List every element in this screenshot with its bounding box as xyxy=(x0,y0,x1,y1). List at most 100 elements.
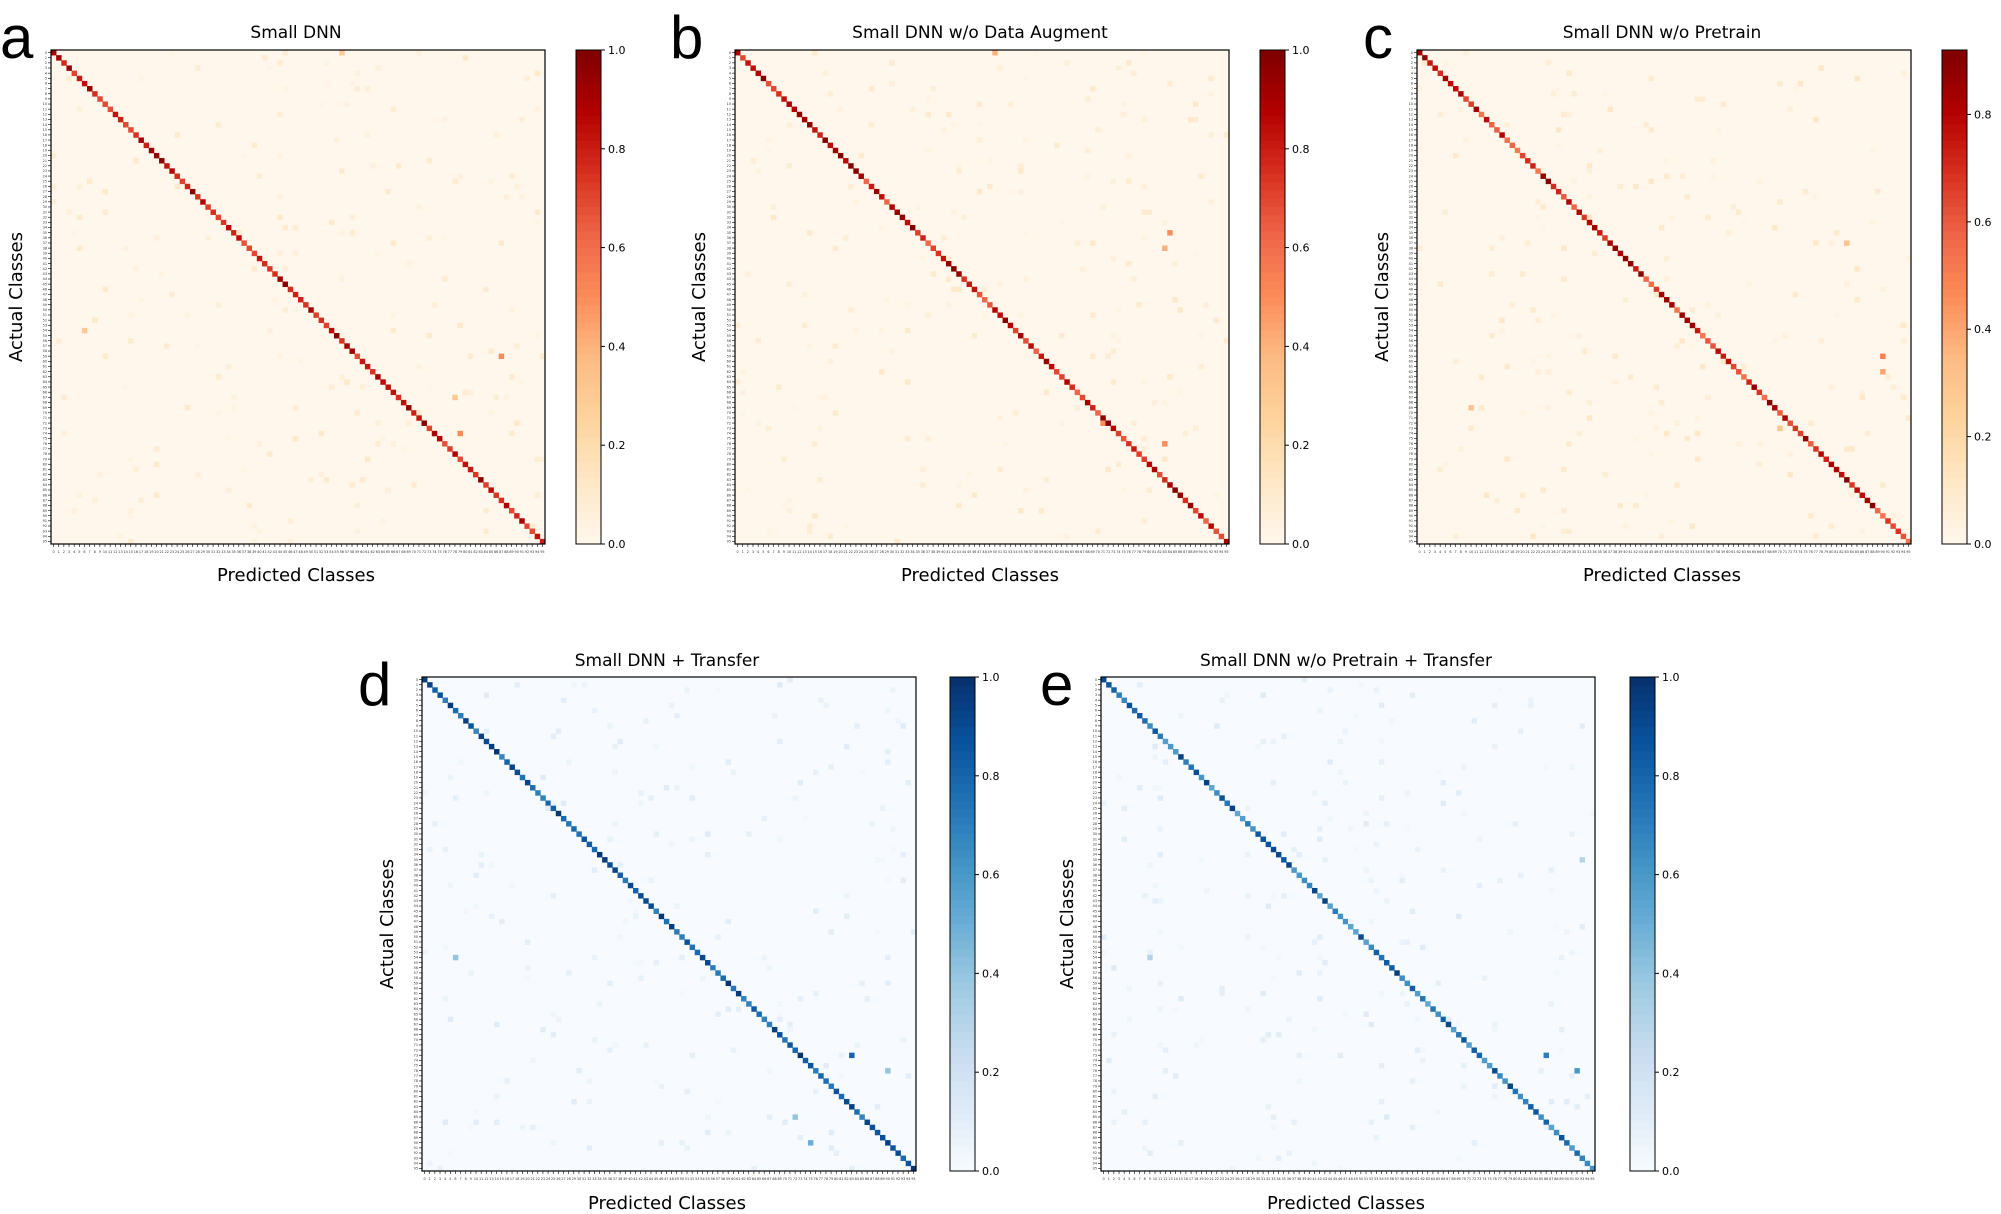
x-tick-label: 46 xyxy=(972,550,976,554)
x-tick-label: 40 xyxy=(628,1177,632,1181)
heatmap-cell xyxy=(1193,1042,1200,1048)
heatmap-cell xyxy=(442,944,449,951)
x-tick-label: 90 xyxy=(515,550,519,554)
heatmap-cell xyxy=(1084,173,1091,179)
heatmap-cell xyxy=(1178,713,1184,719)
y-tick-label: 0 xyxy=(729,51,731,55)
heatmap-cell xyxy=(411,410,417,416)
heatmap-cell xyxy=(1466,1042,1472,1048)
x-tick-label: 35 xyxy=(1598,550,1602,554)
heatmap-cell xyxy=(463,718,469,724)
x-tick-label: 33 xyxy=(905,550,909,554)
heatmap-cell xyxy=(530,785,536,791)
heatmap-cell xyxy=(1111,1032,1117,1038)
heatmap-cell xyxy=(725,1006,732,1012)
heatmap-cell xyxy=(1442,75,1449,82)
x-tick-label: 30 xyxy=(1256,1177,1260,1181)
colorbar-segment xyxy=(1942,519,1967,528)
heatmap-cell xyxy=(1378,954,1385,961)
y-tick-label: 82 xyxy=(414,1100,418,1104)
x-tick-label: 61 xyxy=(365,550,369,554)
heatmap-cell xyxy=(1895,528,1902,535)
heatmap-cell xyxy=(961,214,967,221)
colorbar-segment xyxy=(950,891,975,900)
x-tick-label: 77 xyxy=(1498,1177,1502,1181)
colorbar-segment xyxy=(1630,767,1655,777)
heatmap-cell xyxy=(179,178,186,185)
y-tick-label: 12 xyxy=(1093,740,1097,744)
heatmap-cell xyxy=(1561,276,1567,282)
heatmap-cell xyxy=(138,75,144,82)
heatmap-cell xyxy=(1115,430,1122,437)
colorbar-segment xyxy=(950,1047,975,1057)
y-tick-label: 39 xyxy=(727,251,731,255)
x-tick-label: 41 xyxy=(262,550,266,554)
x-tick-label: 22 xyxy=(849,550,853,554)
x-tick-label: 77 xyxy=(819,1177,823,1181)
y-tick-label: 86 xyxy=(414,1120,418,1124)
heatmap-cell xyxy=(1589,1165,1596,1172)
x-tick-label: 47 xyxy=(1343,1177,1347,1181)
heatmap-cell xyxy=(1453,358,1459,365)
heatmap-cell xyxy=(1489,333,1495,339)
colorbar-segment xyxy=(1630,924,1655,933)
y-tick-label: 84 xyxy=(43,483,47,487)
heatmap-cell xyxy=(1141,235,1147,241)
colorbar-segment xyxy=(576,321,601,331)
heatmap-cell xyxy=(1126,985,1133,992)
heatmap-cell xyxy=(849,1104,855,1110)
heatmap-cell xyxy=(241,152,247,159)
heatmap-cell xyxy=(1156,471,1163,478)
heatmap-cell xyxy=(956,482,962,488)
heatmap-cell xyxy=(1504,363,1510,370)
heatmap-cell xyxy=(256,173,263,179)
y-tick-label: 44 xyxy=(43,277,47,281)
heatmap-cell xyxy=(638,975,644,981)
y-tick-label: 51 xyxy=(1409,313,1413,317)
x-tick-label: 7 xyxy=(1455,550,1457,554)
x-tick-label: 26 xyxy=(185,550,189,554)
y-tick-label: 14 xyxy=(43,123,47,127)
heatmap-cell xyxy=(1669,302,1675,308)
heatmap-cell xyxy=(328,384,335,390)
x-tick-label: 91 xyxy=(1204,550,1208,554)
heatmap-cell xyxy=(1306,882,1313,889)
x-tick-label: 25 xyxy=(180,550,184,554)
y-tick-label: 27 xyxy=(414,817,418,821)
x-tick-label: 2 xyxy=(1113,1177,1115,1181)
heatmap-cell xyxy=(1378,738,1385,745)
x-tick-label: 6 xyxy=(83,550,85,554)
heatmap-cell xyxy=(1473,106,1480,113)
heatmap-cell xyxy=(287,538,294,545)
heatmap-cell xyxy=(416,410,422,416)
heatmap-cell xyxy=(1417,266,1423,272)
colorbar-segment xyxy=(576,124,601,133)
heatmap-cell xyxy=(339,276,345,282)
heatmap-cell xyxy=(1543,1052,1549,1059)
heatmap-cell xyxy=(1260,990,1266,997)
colorbar-segment xyxy=(950,924,975,933)
heatmap-cell xyxy=(627,898,634,904)
heatmap-cell xyxy=(1689,523,1696,529)
heatmap-cell xyxy=(1476,1052,1483,1059)
y-tick-label: 39 xyxy=(414,878,418,882)
heatmap-cell xyxy=(1576,209,1582,215)
colorbar-segment xyxy=(576,305,601,314)
x-tick-label: 55 xyxy=(705,1177,709,1181)
colorbar-segment xyxy=(1942,74,1967,84)
x-tick-label: 25 xyxy=(551,1177,555,1181)
heatmap-cell xyxy=(215,302,222,308)
y-tick-label: 30 xyxy=(727,205,731,209)
y-tick-label: 52 xyxy=(1093,945,1097,949)
x-tick-label: 22 xyxy=(165,550,169,554)
heatmap-cell xyxy=(463,908,469,915)
y-tick-label: 78 xyxy=(727,452,731,456)
y-tick-label: 77 xyxy=(1093,1074,1097,1078)
heatmap-cell xyxy=(710,965,716,971)
x-tick-label: 85 xyxy=(860,1177,864,1181)
y-tick-label: 11 xyxy=(1409,107,1413,111)
colorbar-segment xyxy=(1260,453,1285,463)
y-tick-label: 65 xyxy=(1093,1012,1097,1016)
x-tick-label: 83 xyxy=(1845,550,1849,554)
x-tick-label: 4 xyxy=(1439,550,1441,554)
